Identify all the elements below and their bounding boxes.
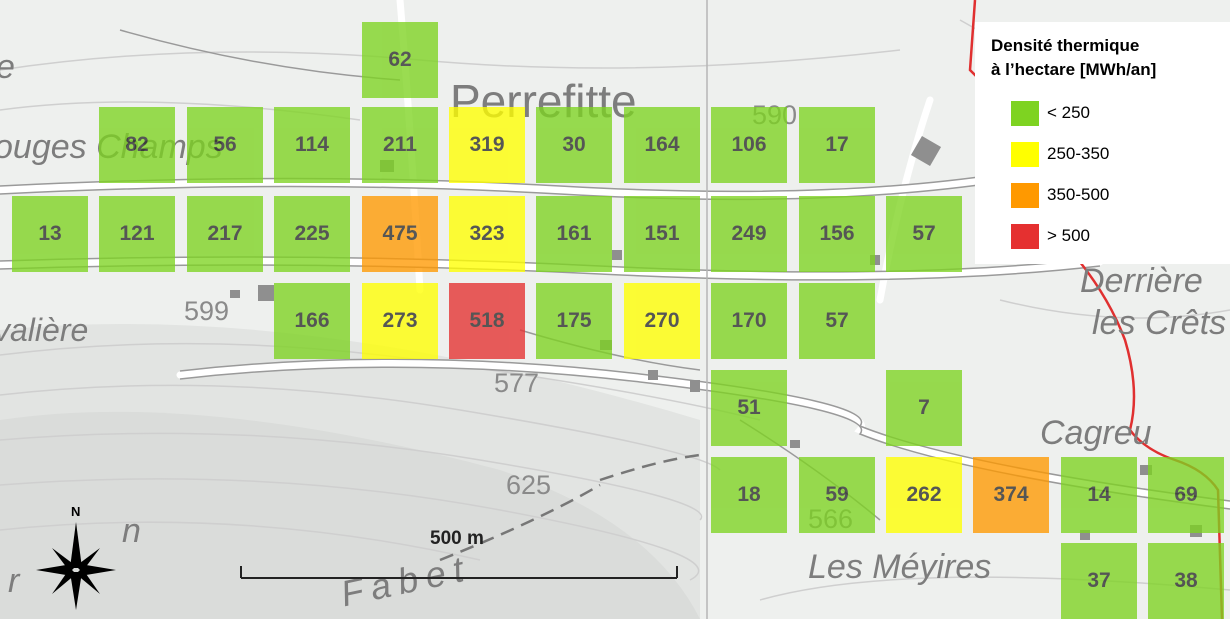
grid-cell-323[interactable]: 323 bbox=[449, 196, 525, 272]
legend-swatch bbox=[1011, 182, 1039, 208]
grid-cell-270[interactable]: 270 bbox=[624, 283, 700, 359]
legend-label: 350-500 bbox=[1047, 185, 1110, 204]
scale-bar bbox=[240, 566, 678, 579]
grid-cell-156[interactable]: 156 bbox=[799, 196, 875, 272]
grid-cell-82[interactable]: 82 bbox=[99, 107, 175, 183]
grid-cell-319[interactable]: 319 bbox=[449, 107, 525, 183]
legend-item-below-250: < 250 bbox=[1011, 100, 1090, 126]
north-label: N bbox=[71, 504, 80, 519]
grid-cell-59[interactable]: 59 bbox=[799, 457, 875, 533]
grid-cell-273[interactable]: 273 bbox=[362, 283, 438, 359]
legend-title-line-1: Densité thermique bbox=[991, 36, 1140, 55]
place-label-edge-r: r bbox=[8, 562, 20, 600]
grid-cell-18[interactable]: 18 bbox=[711, 457, 787, 533]
place-label-les-meyires: Les Méyires bbox=[808, 548, 992, 586]
grid-cell-217[interactable]: 217 bbox=[187, 196, 263, 272]
grid-cell-518[interactable]: 518 bbox=[449, 283, 525, 359]
place-label-edge-e: e bbox=[0, 48, 15, 87]
legend-item-250-350: 250-350 bbox=[1011, 141, 1109, 167]
grid-cell-57[interactable]: 57 bbox=[886, 196, 962, 272]
legend-item-350-500: 350-500 bbox=[1011, 182, 1109, 208]
grid-cell-374[interactable]: 374 bbox=[973, 457, 1049, 533]
legend: Densité thermique à l’hectare [MWh/an] <… bbox=[975, 22, 1230, 264]
grid-cell-13[interactable]: 13 bbox=[12, 196, 88, 272]
grid-cell-170[interactable]: 170 bbox=[711, 283, 787, 359]
grid-cell-121[interactable]: 121 bbox=[99, 196, 175, 272]
grid-cell-211[interactable]: 211 bbox=[362, 107, 438, 183]
grid-cell-7[interactable]: 7 bbox=[886, 370, 962, 446]
grid-cell-56[interactable]: 56 bbox=[187, 107, 263, 183]
place-label-edge-n: n bbox=[122, 512, 141, 550]
grid-cell-166[interactable]: 166 bbox=[274, 283, 350, 359]
legend-label: < 250 bbox=[1047, 103, 1091, 122]
place-label-les-crets: les Crêts bbox=[1092, 304, 1227, 342]
grid-cell-249[interactable]: 249 bbox=[711, 196, 787, 272]
scale-bar-label: 500 m bbox=[430, 528, 484, 549]
grid-cell-475[interactable]: 475 bbox=[362, 196, 438, 272]
place-label-cagreu: Cagreu bbox=[1040, 414, 1152, 452]
grid-cell-69[interactable]: 69 bbox=[1148, 457, 1224, 533]
grid-cell-17[interactable]: 17 bbox=[799, 107, 875, 183]
legend-title-line-2: à l’hectare [MWh/an] bbox=[991, 60, 1157, 79]
grid-cell-106[interactable]: 106 bbox=[711, 107, 787, 183]
grid-cell-262[interactable]: 262 bbox=[886, 457, 962, 533]
legend-item-above-500: > 500 bbox=[1011, 223, 1090, 249]
grid-cell-175[interactable]: 175 bbox=[536, 283, 612, 359]
grid-cell-151[interactable]: 151 bbox=[624, 196, 700, 272]
grid-cell-225[interactable]: 225 bbox=[274, 196, 350, 272]
legend-title: Densité thermique à l’hectare [MWh/an] bbox=[991, 34, 1156, 82]
grid-cell-114[interactable]: 114 bbox=[274, 107, 350, 183]
grid-cell-51[interactable]: 51 bbox=[711, 370, 787, 446]
elevation-label-625: 625 bbox=[506, 470, 552, 500]
legend-swatch bbox=[1011, 223, 1039, 249]
grid-cell-62[interactable]: 62 bbox=[362, 22, 438, 98]
grid-cell-30[interactable]: 30 bbox=[536, 107, 612, 183]
elevation-label-599: 599 bbox=[184, 296, 230, 326]
grid-cell-37[interactable]: 37 bbox=[1061, 543, 1137, 619]
legend-label: > 500 bbox=[1047, 226, 1091, 245]
grid-cell-14[interactable]: 14 bbox=[1061, 457, 1137, 533]
legend-swatch bbox=[1011, 100, 1039, 126]
north-arrow-icon: N bbox=[36, 504, 116, 610]
elevation-label-577: 577 bbox=[494, 368, 540, 398]
legend-label: 250-350 bbox=[1047, 144, 1110, 163]
place-label-derriere: Derrière bbox=[1080, 262, 1203, 300]
grid-cell-164[interactable]: 164 bbox=[624, 107, 700, 183]
legend-swatch bbox=[1011, 141, 1039, 167]
grid-cell-38[interactable]: 38 bbox=[1148, 543, 1224, 619]
place-label-valiere: valière bbox=[0, 312, 89, 348]
grid-cell-57[interactable]: 57 bbox=[799, 283, 875, 359]
grid-cell-161[interactable]: 161 bbox=[536, 196, 612, 272]
